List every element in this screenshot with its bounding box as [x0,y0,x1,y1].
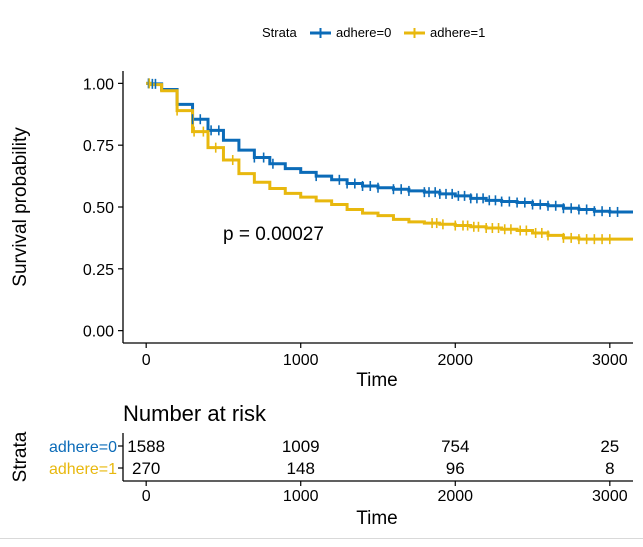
risk-row-label: adhere=0 [49,439,117,456]
y-tick-label: 0.00 [83,324,114,341]
legend-entry-adhere-1: adhere=1 [430,25,485,40]
risk-x-tick-label: 1000 [283,488,319,505]
censor-marks [147,78,619,245]
risk-count: 270 [132,459,160,478]
risk-x-tick-label: 0 [142,488,151,505]
risk-x-tick-label: 3000 [592,488,628,505]
risk-table-title: Number at risk [123,401,267,426]
risk-row-label: adhere=1 [49,461,117,478]
legend-title: Strata [262,25,297,40]
risk-rows: adhere=0 1588 1009 754 25 adhere=1 270 148 96 8 [49,437,619,478]
y-tick-label: 0.50 [83,200,114,217]
risk-count: 1009 [282,437,320,456]
x-tick-label: 1000 [283,352,319,369]
risk-count: 96 [446,459,465,478]
risk-x-ticks: 0 1000 2000 3000 [142,481,628,505]
curve-adhere-1 [146,81,633,241]
y-axis-label: Survival probability [10,127,31,287]
bottom-divider [0,538,643,539]
y-ticks: 0.00 0.25 0.50 0.75 1.00 [83,76,123,341]
x-ticks: 0 1000 2000 3000 [142,343,628,369]
risk-count: 8 [605,459,614,478]
x-tick-label: 3000 [592,352,628,369]
risk-table-x-label: Time [356,508,398,529]
risk-count: 148 [287,459,315,478]
legend-entry-adhere-0: adhere=0 [336,25,391,40]
x-tick-label: 2000 [437,352,473,369]
x-tick-label: 0 [142,352,151,369]
survival-curves [146,81,633,241]
risk-count: 25 [600,437,619,456]
risk-x-tick-label: 2000 [437,488,473,505]
y-tick-label: 1.00 [83,76,114,93]
risk-count: 1588 [127,437,165,456]
risk-count: 754 [441,437,469,456]
p-value-annotation: p = 0.00027 [223,224,324,245]
y-tick-label: 0.25 [83,262,114,279]
risk-table-y-label: Strata [10,431,31,482]
main-plot: 0.00 0.25 0.50 0.75 1.00 0 1000 2000 3000 Survi… [10,71,633,391]
x-axis-label: Time [356,370,398,391]
risk-table: Number at risk Strata adhere=0 1588 1009 75… [10,401,633,529]
y-tick-label: 0.75 [83,138,114,155]
legend: Strata adhere=0 adhere=1 [262,25,485,40]
